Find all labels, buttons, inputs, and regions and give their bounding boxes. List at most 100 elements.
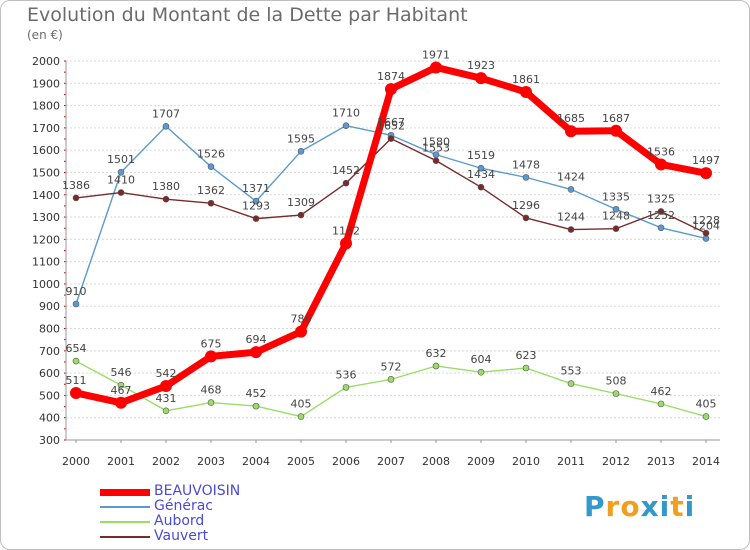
x-tick-label: 2011 [557, 455, 585, 468]
data-point [702, 413, 710, 420]
data-point [657, 400, 665, 408]
data-point [612, 205, 620, 213]
data-point [612, 225, 620, 232]
legend-item: Aubord [100, 513, 320, 529]
data-label: 632 [426, 347, 447, 360]
x-tick-label: 2003 [197, 455, 225, 468]
y-tick-label: 600 [39, 367, 60, 380]
data-point [295, 325, 307, 338]
data-point [252, 197, 260, 205]
data-point [567, 186, 575, 193]
y-tick-label: 1900 [32, 77, 60, 90]
data-point [475, 72, 487, 85]
legend-label: Aubord [154, 513, 205, 529]
x-tick-label: 2012 [602, 455, 630, 468]
data-point [387, 376, 395, 383]
data-label: 1652 [377, 120, 405, 133]
logo-letter: r [605, 490, 621, 523]
data-label: 431 [156, 392, 177, 405]
data-label: 1501 [107, 153, 135, 166]
data-label: 1595 [287, 132, 315, 145]
data-label: 405 [291, 398, 312, 411]
data-label: 1386 [62, 179, 90, 192]
data-label: 1182 [332, 224, 360, 237]
data-point [162, 195, 170, 203]
data-point [72, 300, 80, 308]
data-point [252, 215, 260, 222]
data-point [657, 208, 665, 215]
data-label: 1519 [467, 149, 495, 162]
data-point [565, 125, 577, 138]
legend-label: BEAUVOISIN [154, 483, 241, 499]
y-tick-label: 300 [39, 434, 60, 447]
data-label: 1204 [692, 219, 720, 232]
x-tick-label: 2000 [62, 455, 90, 468]
data-label: 1335 [602, 190, 630, 203]
data-label: 654 [66, 342, 87, 355]
data-point [205, 350, 217, 363]
data-point [657, 224, 665, 232]
legend-label: Vauvert [154, 528, 209, 544]
y-tick-label: 1000 [32, 278, 60, 291]
y-tick-label: 900 [39, 300, 60, 313]
data-point [70, 386, 82, 399]
data-label: 1526 [197, 148, 225, 161]
legend-item: BEAUVOISIN [100, 483, 320, 499]
data-point [700, 167, 712, 180]
data-point [477, 368, 485, 376]
data-label: 1248 [602, 210, 630, 223]
data-label: 1452 [332, 164, 360, 177]
data-point [385, 83, 397, 96]
data-label: 1536 [647, 145, 675, 158]
data-point [297, 413, 305, 420]
data-label: 1874 [377, 70, 405, 83]
x-tick-label: 2013 [647, 455, 675, 468]
y-tick-label: 1500 [32, 166, 60, 179]
y-tick-label: 400 [39, 412, 60, 425]
data-point [117, 168, 125, 176]
legend-item: Générac [100, 498, 320, 514]
data-point [430, 61, 442, 74]
data-label: 694 [246, 333, 267, 346]
data-point [522, 174, 530, 181]
data-label: 1478 [512, 158, 540, 171]
logo-letter: o [620, 490, 641, 523]
data-label: 467 [111, 384, 132, 397]
data-label: 1410 [107, 174, 135, 187]
data-label: 1293 [242, 200, 270, 213]
data-point [702, 229, 710, 237]
data-label: 452 [246, 387, 267, 400]
data-label: 553 [561, 365, 582, 378]
data-point [115, 396, 127, 409]
data-label: 1707 [152, 107, 180, 120]
data-label: 623 [516, 349, 537, 362]
chart-subtitle: (en €) [27, 28, 63, 42]
x-tick-label: 2009 [467, 455, 495, 468]
data-label: 1710 [332, 107, 360, 120]
data-point [342, 122, 350, 129]
data-point [297, 211, 305, 219]
data-label: 572 [381, 360, 402, 373]
data-point [297, 147, 305, 155]
data-point [610, 124, 622, 137]
data-label: 1580 [422, 136, 450, 149]
data-label: 536 [336, 368, 357, 381]
logo-letter: P [584, 490, 606, 523]
data-label: 1325 [647, 192, 675, 205]
x-tick-label: 2014 [692, 455, 720, 468]
data-label: 1553 [422, 142, 450, 155]
legend-label: Générac [154, 498, 213, 514]
x-tick-label: 2007 [377, 455, 405, 468]
data-label: 1667 [377, 116, 405, 129]
data-point [72, 357, 80, 365]
data-label: 462 [651, 385, 672, 398]
data-point [520, 85, 532, 98]
data-point [162, 407, 170, 415]
data-label: 511 [66, 374, 87, 387]
data-label: 405 [696, 398, 717, 411]
data-point [160, 380, 172, 393]
logo-letter: i [659, 490, 671, 523]
y-tick-label: 500 [39, 389, 60, 402]
data-label: 1687 [602, 112, 630, 125]
proxiti-logo: Proxiti [584, 490, 695, 523]
